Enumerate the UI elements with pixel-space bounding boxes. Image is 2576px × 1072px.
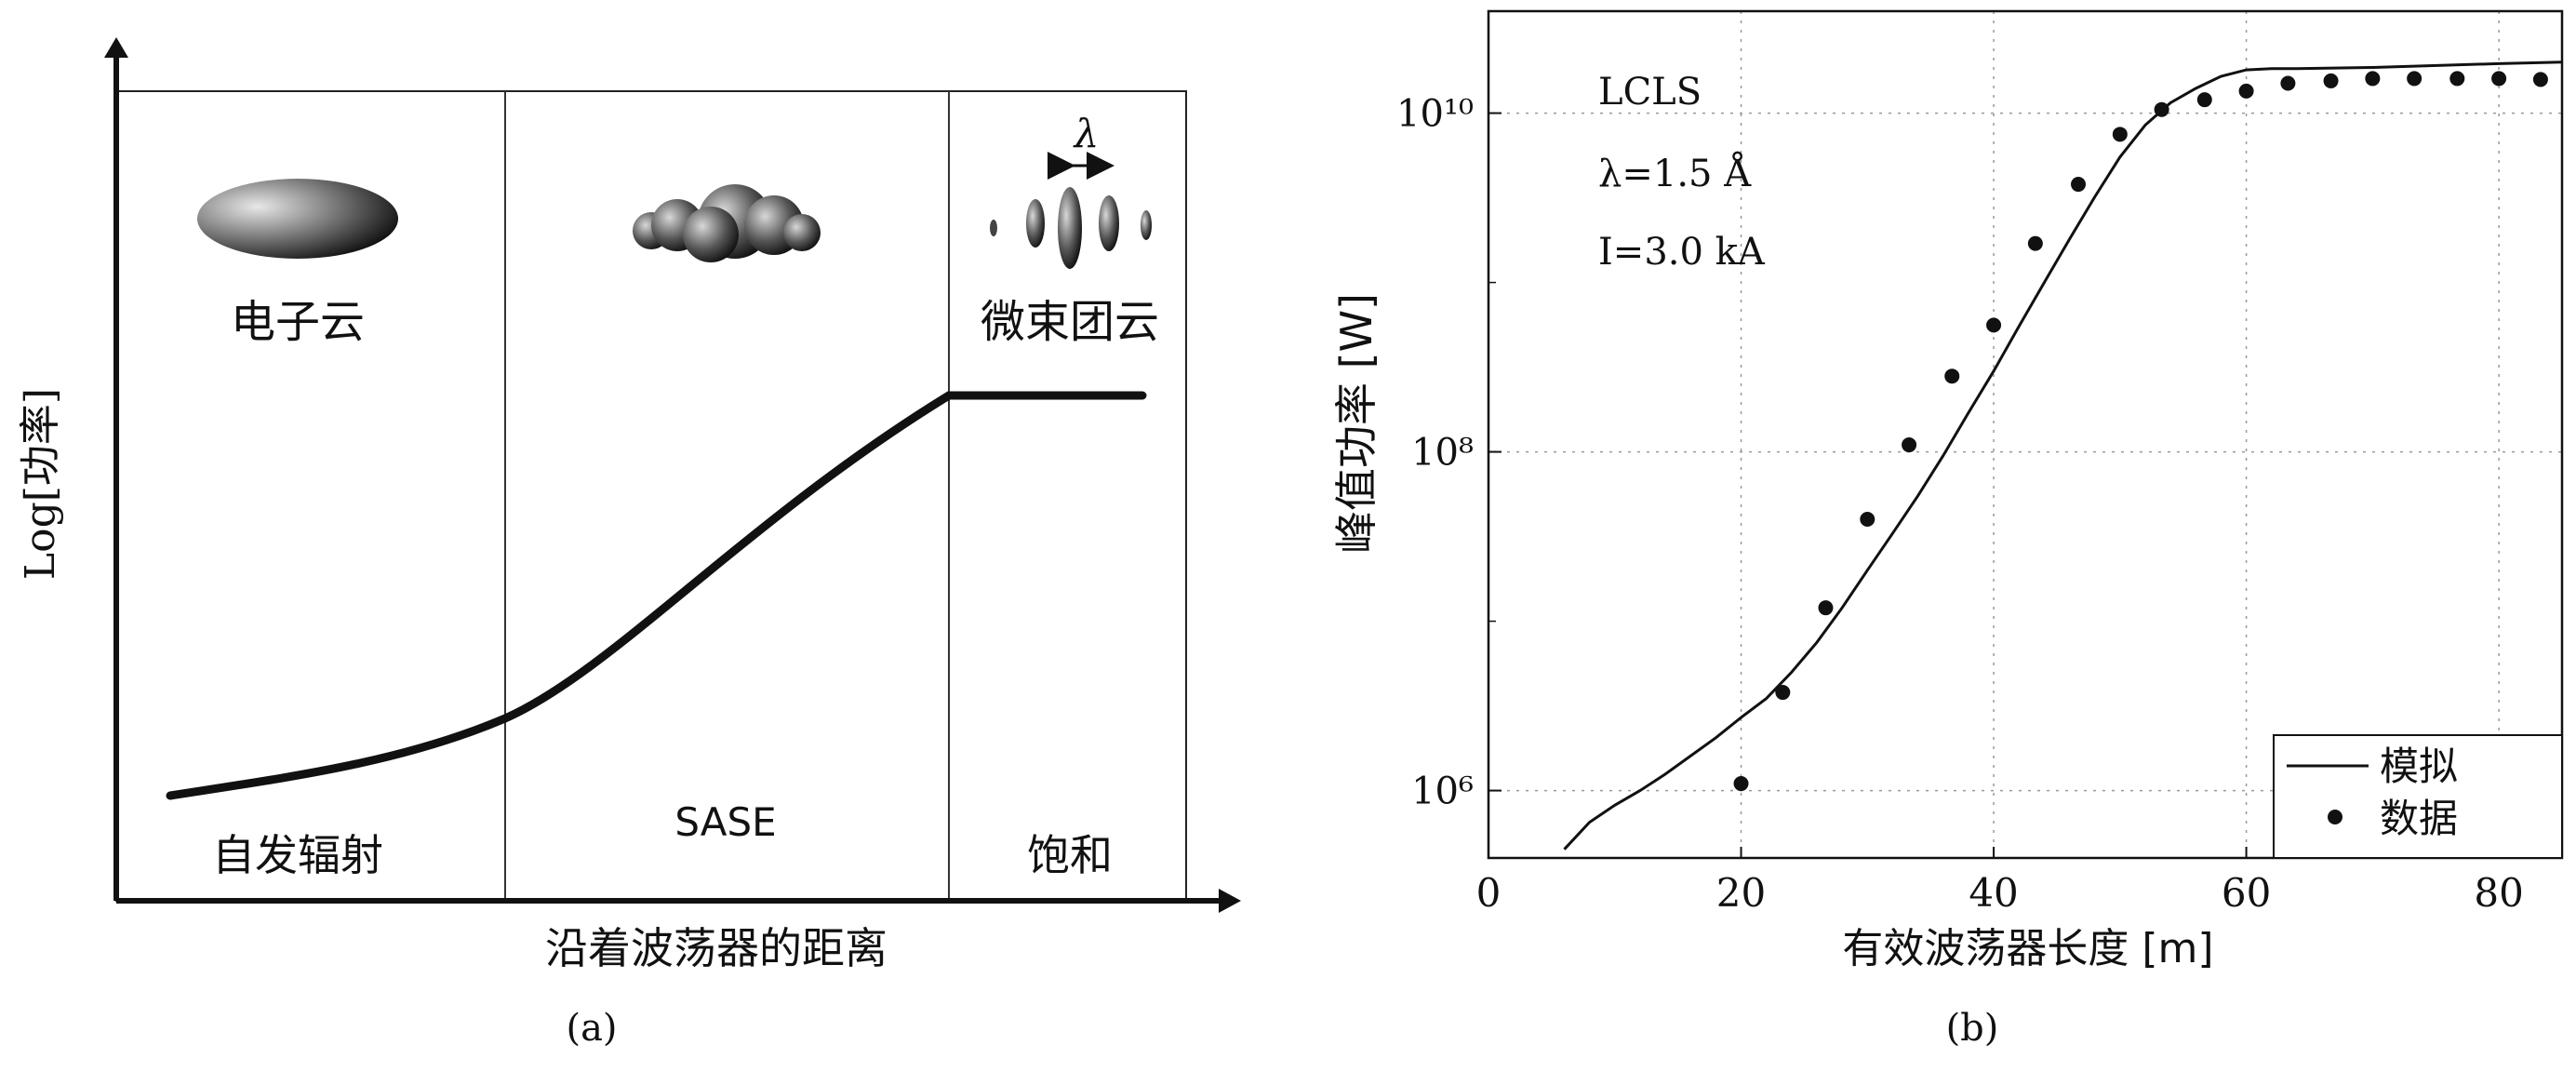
panel-a-schematic: λ 电子云 微束团云 自发辐射 SASE 饱和 Log[功率] 沿着波荡器的距离… <box>17 37 1241 1050</box>
legend-marker-swatch <box>2328 810 2342 824</box>
annotation-wavelength: λ=1.5 Å <box>1598 152 1752 195</box>
data-point <box>1775 685 1791 701</box>
x-axis-arrowhead <box>1219 889 1241 913</box>
panel-b-grid <box>1488 11 2562 858</box>
legend-label-data: 数据 <box>2380 796 2458 841</box>
data-point <box>1944 368 1960 384</box>
x-tick-label: 40 <box>1969 870 2018 916</box>
data-point <box>2280 75 2296 91</box>
y-tick-label: 10⁸ <box>1411 432 1474 475</box>
data-point <box>2407 71 2423 87</box>
data-point <box>2365 71 2381 87</box>
annotation-facility: LCLS <box>1598 71 1702 114</box>
x-tick-label: 60 <box>2222 870 2271 916</box>
y-tick-label: 10¹⁰ <box>1396 93 1474 136</box>
x-tick-label: 80 <box>2474 870 2523 916</box>
data-point <box>1818 600 1834 616</box>
data-point <box>2027 235 2043 251</box>
panel-a-x-axis-label: 沿着波荡器的距离 <box>545 923 888 973</box>
electron-cloud-label: 电子云 <box>231 296 365 348</box>
x-tick-label: 0 <box>1476 870 1502 916</box>
x-tick-label: 20 <box>1716 870 1766 916</box>
y-tick-label: 10⁶ <box>1411 770 1474 813</box>
microbunch-icon: λ <box>990 111 1152 269</box>
data-point <box>2532 72 2548 87</box>
data-point <box>2323 73 2339 88</box>
data-point <box>2449 71 2465 87</box>
sase-label: SASE <box>674 799 776 845</box>
series-data-points <box>1733 71 2548 792</box>
data-point <box>1902 437 1917 453</box>
data-point <box>2238 83 2254 99</box>
microbunch-cloud-label: 微束团云 <box>981 296 1159 348</box>
panel-b-ticks: 0 20 40 60 80 10⁶ 10⁸ 10¹⁰ <box>1396 93 2524 916</box>
data-point <box>1860 512 1875 527</box>
panel-b-caption: (b) <box>1946 1007 1999 1050</box>
legend-label-simulation: 模拟 <box>2380 744 2458 789</box>
panel-a-caption: (a) <box>566 1007 617 1050</box>
saturation-label: 饱和 <box>1027 830 1113 880</box>
power-growth-curve <box>166 391 1147 800</box>
data-point <box>1733 776 1749 792</box>
sase-bunch-icon <box>633 184 821 262</box>
legend-box <box>2273 734 2563 859</box>
panel-a-y-axis-label: Log[功率] <box>17 388 64 580</box>
data-point <box>2491 71 2507 87</box>
panel-b-y-axis-label: 峰值功率 [W] <box>1331 293 1381 554</box>
y-axis-arrowhead <box>104 37 128 58</box>
panel-b-x-axis-label: 有效波荡器长度 [m] <box>1842 925 2213 972</box>
data-point <box>2196 92 2212 108</box>
panel-b-legend: 模拟 数据 <box>2273 734 2563 859</box>
spontaneous-emission-label: 自发辐射 <box>212 830 383 880</box>
data-point <box>1986 317 2002 333</box>
electron-cloud-icon <box>197 179 398 259</box>
lambda-symbol: λ <box>1073 111 1100 156</box>
panel-b-plot: 0 20 40 60 80 10⁶ 10⁸ 10¹⁰ LCLS λ=1.5 Å I=3.0 k… <box>1331 9 2564 1050</box>
data-point <box>2112 127 2128 142</box>
data-point <box>2154 101 2169 117</box>
data-point <box>2071 177 2087 193</box>
series-simulation-line <box>1563 60 2563 851</box>
panel-b-axes-box <box>1487 9 2564 860</box>
annotation-current: I=3.0 kA <box>1598 231 1766 274</box>
